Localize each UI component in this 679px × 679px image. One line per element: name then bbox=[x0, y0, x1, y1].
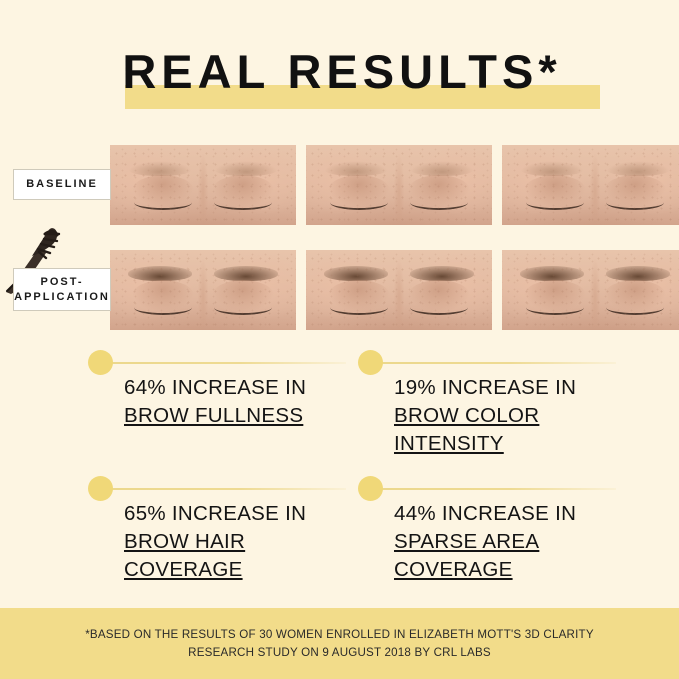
eyebrow-right bbox=[410, 266, 474, 281]
eyelash-right bbox=[410, 300, 468, 315]
row-label-baseline-line-1: BASELINE bbox=[26, 178, 98, 190]
row-label-post-line-1: POST- bbox=[40, 275, 84, 288]
stat-line: 65% INCREASE IN bbox=[124, 502, 307, 525]
footer-disclaimer: *BASED ON THE RESULTS OF 30 WOMEN ENROLL… bbox=[0, 608, 679, 679]
skin-texture bbox=[502, 250, 679, 330]
eyebrow-right bbox=[410, 161, 474, 176]
stat-bullet-dot bbox=[358, 350, 383, 375]
stat-bullet-dot bbox=[358, 476, 383, 501]
skin-texture bbox=[306, 145, 492, 225]
photo-post-subject-2 bbox=[306, 250, 492, 330]
stat-line: 64% INCREASE IN bbox=[124, 376, 307, 399]
stat-text: 65% INCREASE IN BROW HAIR COVERAGE bbox=[124, 500, 374, 584]
eyelash-left bbox=[526, 195, 584, 210]
stat-line: INTENSITY bbox=[394, 432, 504, 455]
photo-row-post-application bbox=[110, 250, 679, 330]
photo-post-subject-1 bbox=[110, 250, 296, 330]
eyebrow-right bbox=[606, 161, 670, 176]
nose-bridge-shadow bbox=[195, 256, 211, 330]
page-title-text: REAL RESULTS* bbox=[0, 44, 679, 100]
eyebrow-left bbox=[520, 161, 584, 176]
eyelash-right bbox=[606, 300, 664, 315]
eyebrow-left bbox=[520, 266, 584, 281]
row-label-post-application: POST- APPLICATION bbox=[13, 268, 111, 311]
footer-line-1: *BASED ON THE RESULTS OF 30 WOMEN ENROLL… bbox=[85, 627, 594, 641]
stat-bullet-dot bbox=[88, 350, 113, 375]
stat-rule bbox=[110, 488, 346, 490]
stat-rule bbox=[380, 362, 616, 364]
row-label-post-line-2: APPLICATION bbox=[14, 290, 110, 303]
stats-grid: 64% INCREASE IN BROW FULLNESS 19% INCREA… bbox=[0, 350, 679, 600]
eyebrow-left bbox=[324, 161, 388, 176]
nose-bridge-shadow bbox=[195, 151, 211, 225]
stat-rule bbox=[110, 362, 346, 364]
nose-bridge-shadow bbox=[391, 256, 407, 330]
eyebrow-left bbox=[128, 161, 192, 176]
stat-rule bbox=[380, 488, 616, 490]
photo-baseline-subject-2 bbox=[306, 145, 492, 225]
skin-texture bbox=[306, 250, 492, 330]
footer-line-2: RESEARCH STUDY ON 9 AUGUST 2018 BY CRL L… bbox=[188, 645, 491, 659]
stat-text: 44% INCREASE IN SPARSE AREA COVERAGE bbox=[394, 500, 644, 584]
eyebrow-right bbox=[606, 266, 670, 281]
nose-bridge-shadow bbox=[587, 256, 603, 330]
stat-line: 44% INCREASE IN bbox=[394, 502, 577, 525]
page-title-asterisk: * bbox=[538, 45, 557, 98]
skin-texture bbox=[502, 145, 679, 225]
stat-line: BROW COLOR bbox=[394, 404, 540, 427]
stat-line: BROW HAIR bbox=[124, 530, 246, 553]
nose-bridge-shadow bbox=[391, 151, 407, 225]
page-title: REAL RESULTS* bbox=[0, 44, 679, 110]
row-label-baseline: BASELINE bbox=[13, 169, 111, 200]
page-title-label: REAL RESULTS bbox=[122, 45, 539, 98]
eyelash-left bbox=[526, 300, 584, 315]
before-after-photo-grid bbox=[110, 145, 679, 330]
stat-line: SPARSE AREA bbox=[394, 530, 540, 553]
eyelash-right bbox=[410, 195, 468, 210]
stat-bullet-dot bbox=[88, 476, 113, 501]
eyelash-left bbox=[134, 300, 192, 315]
eyebrow-right bbox=[214, 161, 278, 176]
stat-line: BROW FULLNESS bbox=[124, 404, 304, 427]
nose-bridge-shadow bbox=[587, 151, 603, 225]
eyelash-right bbox=[214, 300, 272, 315]
eyebrow-left bbox=[324, 266, 388, 281]
eyelash-left bbox=[134, 195, 192, 210]
skin-texture bbox=[110, 250, 296, 330]
skin-texture bbox=[110, 145, 296, 225]
stat-line: 19% INCREASE IN bbox=[394, 376, 577, 399]
eyebrow-left bbox=[128, 266, 192, 281]
eyelash-right bbox=[214, 195, 272, 210]
photo-baseline-subject-3 bbox=[502, 145, 679, 225]
eyelash-left bbox=[330, 300, 388, 315]
eyebrow-right bbox=[214, 266, 278, 281]
photo-row-baseline bbox=[110, 145, 679, 225]
photo-post-subject-3 bbox=[502, 250, 679, 330]
eyelash-right bbox=[606, 195, 664, 210]
photo-baseline-subject-1 bbox=[110, 145, 296, 225]
stat-line: COVERAGE bbox=[394, 558, 513, 581]
eyelash-left bbox=[330, 195, 388, 210]
stat-text: 19% INCREASE IN BROW COLOR INTENSITY bbox=[394, 374, 644, 458]
stat-line: COVERAGE bbox=[124, 558, 243, 581]
stat-text: 64% INCREASE IN BROW FULLNESS bbox=[124, 374, 374, 430]
title-highlight-bar bbox=[125, 85, 600, 109]
